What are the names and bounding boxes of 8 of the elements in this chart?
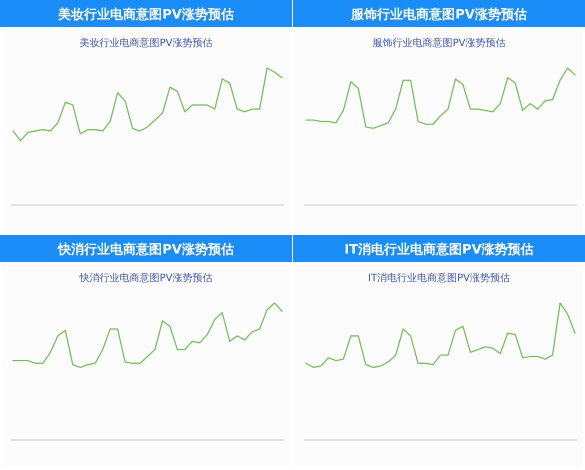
chart-title: IT消电行业电商意图PV涨势预估 (344, 242, 534, 258)
chart-title: 服饰行业电商意图PV涨势预估 (350, 6, 527, 22)
chart-title: 美妆行业电商意图PV涨势预估 (57, 6, 234, 22)
chart-subtitle: 美妆行业电商意图PV涨势预估 (80, 37, 212, 49)
chart-subtitle: IT消电行业电商意图PV涨势预估 (368, 272, 510, 284)
chart-subtitle: 快消行业电商意图PV涨势预估 (78, 272, 212, 284)
chart-subtitle: 服饰行业电商意图PV涨势预估 (372, 37, 506, 49)
chart-title: 快消行业电商意图PV涨势预估 (57, 242, 234, 258)
